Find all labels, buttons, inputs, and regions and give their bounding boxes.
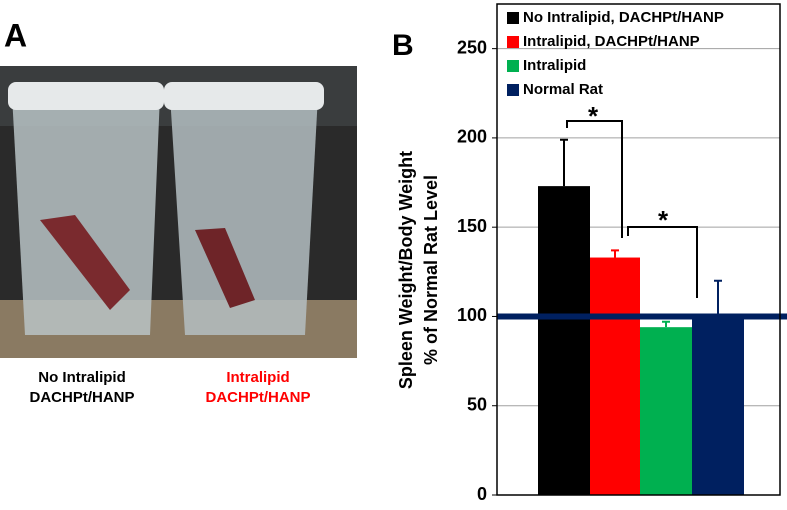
photo-caption: No Intralipid [38,369,126,386]
legend-label: Intralipid, DACHPt/HANP [523,33,700,50]
annotation: * [588,101,599,131]
bracket [566,120,623,238]
bar [538,186,590,495]
photo-caption: Intralipid [226,369,289,386]
photo-caption: DACHPt/HANP [206,389,311,406]
y-tick-label: 250 [457,37,487,57]
photo-caption: DACHPt/HANP [30,389,135,406]
plot-frame [496,3,781,496]
bar [692,316,744,495]
error-bar [714,279,722,317]
bar [590,257,640,495]
legend-label: Intralipid [523,57,586,74]
y-tick-label: 200 [457,127,487,147]
y-tick-label: 0 [477,484,487,504]
legend-swatch [507,36,519,48]
y-tick-label: 50 [467,394,487,414]
y-axis-title: % of Normal Rat Level [421,175,441,365]
panel-label: B [392,29,414,62]
panel-label: A [4,17,27,53]
annotation: * [658,205,669,235]
y-tick-label: 150 [457,216,487,236]
bracket [627,226,698,298]
error-bar [662,320,670,328]
bar [640,327,692,495]
error-bar [560,138,568,187]
legend-label: No Intralipid, DACHPt/HANP [523,9,724,26]
error-bar [611,249,619,258]
y-tick-label: 100 [457,305,487,325]
legend-swatch [507,60,519,72]
legend-swatch [507,84,519,96]
photo [0,66,357,358]
legend-swatch [507,12,519,24]
y-axis-title: Spleen Weight/Body Weight [396,151,416,389]
legend-label: Normal Rat [523,81,603,98]
